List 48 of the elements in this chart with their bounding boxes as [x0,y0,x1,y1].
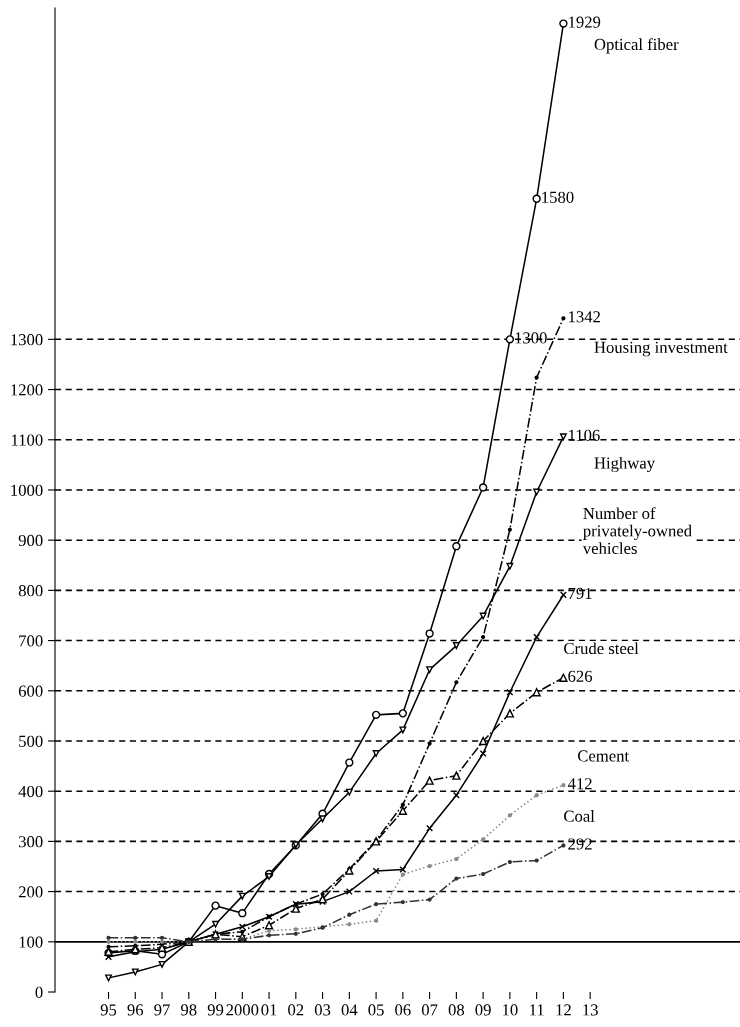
x-tick-label: 05 [368,1004,384,1016]
x-tick-label: 11 [530,1004,544,1016]
x-tick-label: 96 [127,1004,144,1016]
y-tick-label: 1000 [11,484,43,496]
text: Housing investment [594,341,728,357]
series-label: Optical fiber [594,38,679,54]
x-tick-label: 99 [207,1004,224,1016]
y-tick-label: 0 [35,986,43,998]
x-tick-label: 07 [421,1004,438,1016]
series-label: Crude steel [564,642,639,655]
x-tick-label: 12 [556,1004,571,1016]
y-tick-label: 400 [18,785,43,798]
x-tick-label: 97 [154,1004,170,1016]
data-label: 1580 [542,191,574,203]
x-tick-label: 01 [261,1004,277,1016]
y-tick-label: 500 [19,735,43,747]
series-label: Coal [564,810,595,822]
x-tick-label: 08 [448,1004,465,1016]
x-tick-label: 98 [180,1004,197,1016]
text: Highway [594,456,655,473]
y-tick-label: 900 [18,534,43,547]
x-tick-label: 03 [314,1004,331,1016]
x-tick-label: 09 [475,1004,491,1016]
data-label: 1106 [569,429,600,441]
y-tick-label: 200 [18,886,43,898]
x-tick-label: 06 [395,1004,411,1016]
y-tick-label: 1300 [11,334,43,346]
y-tick-label: 300 [18,836,43,848]
y-tick-label: 1200 [11,384,43,396]
y-tick-label: 100 [19,936,43,948]
series-label: Cement [577,750,630,762]
data-label: 791 [568,587,592,600]
y-tick-label: 600 [18,685,43,697]
x-tick-label: 13 [583,1004,598,1016]
x-tick-label: 04 [341,1004,358,1016]
y-tick-label: 700 [19,635,43,647]
x-tick-label: 02 [288,1004,304,1016]
data-label: 412 [567,778,592,790]
x-tick-label: 10 [503,1004,518,1016]
y-tick-label: 1100 [11,434,43,446]
data-label: 1342 [569,311,600,323]
x-tick-label: 2000 [226,1004,259,1016]
y-tick-label: 800 [18,585,43,597]
data-label: 292 [568,838,592,850]
data-label: 626 [568,670,593,682]
x-tick-label: 95 [100,1004,117,1016]
text: Number of privately-owned vehicles [582,507,692,555]
data-label: 1929 [569,16,601,28]
